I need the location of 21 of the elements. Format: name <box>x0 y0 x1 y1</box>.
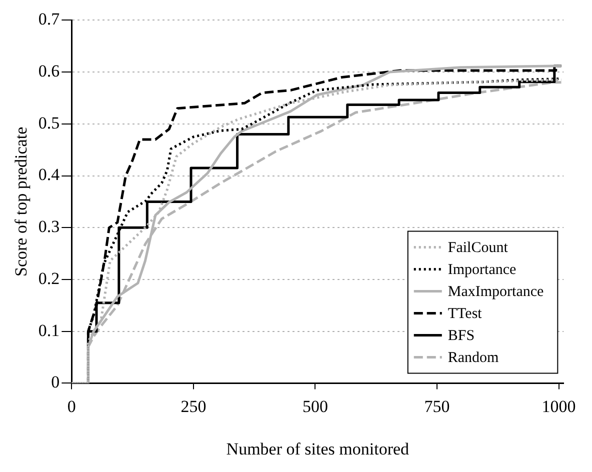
y-tick-label: 0.2 <box>38 268 60 288</box>
y-tick-label: 0.6 <box>38 62 60 81</box>
x-tick-label: 500 <box>302 396 328 416</box>
legend-label: Importance <box>448 262 517 278</box>
legend-label: Random <box>448 350 500 366</box>
y-tick-label: 0.5 <box>38 113 60 132</box>
x-tick-label: 750 <box>424 396 450 416</box>
x-axis-title: Number of sites monitored <box>226 439 410 458</box>
legend-label: MaxImportance <box>448 284 544 300</box>
legend-label: BFS <box>448 328 475 344</box>
y-tick-label: 0.1 <box>38 320 60 340</box>
y-tick-label: 0 <box>51 372 60 392</box>
x-tick-label: 250 <box>180 396 206 416</box>
x-tick-label: 0 <box>67 396 76 416</box>
y-tick-label: 0.3 <box>38 217 60 236</box>
y-axis-title: Score of top predicate <box>12 126 31 277</box>
legend-label: TTest <box>448 306 483 322</box>
y-tick-label: 0.4 <box>38 165 60 184</box>
legend-label: FailCount <box>448 240 509 256</box>
y-tick-label: 0.7 <box>38 10 60 29</box>
x-tick-label: 1000 <box>542 396 576 416</box>
